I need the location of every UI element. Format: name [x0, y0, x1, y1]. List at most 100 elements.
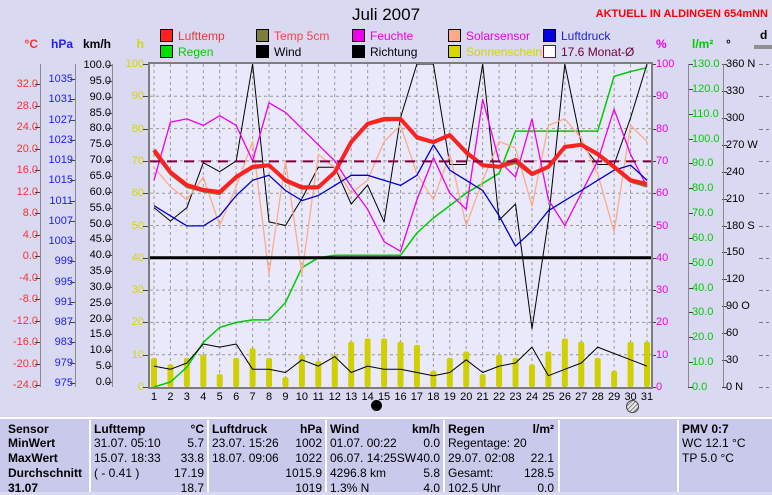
- sunshine-bar: [496, 354, 503, 387]
- tick-label-lm2: 30.0: [692, 306, 714, 319]
- table-row: 31.07: [8, 481, 86, 495]
- tick-mark: [143, 322, 148, 324]
- tick-label-hpa: 1031: [48, 93, 73, 106]
- table-row: 31.07. 05:10 5.7: [94, 436, 204, 450]
- tick-label-temp: -4.0: [19, 271, 38, 284]
- day-label: 24: [525, 391, 539, 403]
- tick-label-dir: 300: [726, 111, 745, 124]
- tick-label-lm2: 50.0: [692, 256, 714, 269]
- tick-label-pct: 100: [656, 58, 675, 70]
- sunshine-bar: [315, 361, 322, 387]
- tick-label-kmh: 65.0: [89, 169, 111, 182]
- legend-item-label: Feuchte: [370, 28, 414, 43]
- tick-mark: [35, 320, 40, 322]
- legend-item-label: Sonnenschein: [466, 44, 543, 59]
- d-axis-tick: [759, 160, 763, 162]
- tick-mark: [651, 128, 656, 130]
- tick-label-kmh: 40.0: [89, 249, 111, 262]
- tick-label-pct: 20: [656, 316, 669, 329]
- tick-mark: [35, 213, 40, 214]
- tick-label-lm2: 0.0: [692, 381, 708, 393]
- tick-mark: [35, 84, 40, 85]
- table-cell-label: 01.07. 00:22: [330, 436, 397, 450]
- tick-mark: [651, 160, 656, 162]
- tick-label-kmh: 80.0: [89, 122, 111, 135]
- tick-label-h: 40: [131, 251, 144, 264]
- table-row: 102.5 Uhr 0.0: [448, 481, 554, 495]
- tick-mark: [722, 171, 727, 173]
- sunshine-bar: [200, 354, 207, 387]
- sunshine-bar: [151, 357, 157, 387]
- tick-label-temp: -24.0: [12, 379, 38, 391]
- legend-swatch-icon: [352, 29, 365, 42]
- d-axis-tick: [766, 225, 769, 227]
- chart-canvas: [150, 64, 651, 387]
- table-cell-label: PMV 0:7: [682, 422, 729, 436]
- day-label: 21: [476, 391, 489, 403]
- axis-unit-pct: %: [656, 37, 667, 51]
- tick-mark: [70, 180, 75, 182]
- tick-mark: [722, 252, 727, 254]
- day-label: 11: [312, 391, 325, 403]
- legend-swatch-icon: [543, 29, 556, 42]
- sunshine-bar: [413, 345, 420, 387]
- table-row: Gesamt: 128.5: [448, 466, 554, 480]
- table-separator: [89, 420, 91, 492]
- d-axis-cap: [754, 45, 772, 49]
- legend-item-label: Richtung: [370, 44, 418, 59]
- table-cell-value: °C: [190, 422, 204, 436]
- tick-label-dir: 0 N: [726, 381, 744, 393]
- table-cell-label: 23.07. 15:26: [212, 436, 279, 450]
- axis-unit-lm2: l/m²: [692, 37, 714, 51]
- day-label: 8: [265, 391, 273, 403]
- tick-label-pct: 10: [656, 348, 669, 361]
- tick-mark: [35, 148, 40, 150]
- tick-label-temp: 20.0: [16, 142, 38, 155]
- legend-swatch-icon: [160, 45, 173, 58]
- sunshine-bar: [430, 370, 437, 387]
- legend-item-label: 17.6 Monat-Ø: [561, 44, 635, 59]
- sunshine-bar: [528, 364, 535, 387]
- tick-mark: [651, 290, 656, 292]
- table-separator: [325, 420, 327, 492]
- table-row: 01.07. 00:22 0.0: [330, 436, 440, 450]
- tick-mark: [722, 64, 727, 65]
- tick-mark: [70, 119, 75, 121]
- tick-label-lm2: 80.0: [692, 182, 714, 195]
- table-row: 1019: [212, 481, 322, 495]
- d-axis-tick: [766, 193, 769, 195]
- tick-label-kmh: 100.0: [83, 59, 111, 71]
- tick-mark: [722, 117, 727, 119]
- tick-label-hpa: 1019: [48, 154, 73, 167]
- table-cell-value: 5.8: [423, 466, 440, 480]
- tick-label-hpa: 1015: [48, 174, 73, 187]
- tick-mark: [70, 362, 75, 364]
- sunshine-bar: [643, 341, 650, 387]
- d-axis-tick: [759, 290, 763, 292]
- tick-mark: [688, 138, 693, 140]
- tick-mark: [70, 281, 75, 283]
- tick-label-h: 10: [131, 348, 144, 361]
- tick-mark: [35, 170, 40, 171]
- sunshine-bar: [578, 341, 585, 387]
- d-axis-tick: [759, 128, 763, 130]
- table-cell-label: 1.3% N: [330, 481, 370, 495]
- tick-mark: [143, 96, 148, 98]
- tick-label-kmh: 20.0: [89, 312, 111, 325]
- table-cell-value: 1022: [295, 451, 322, 465]
- table-row: PMV 0:7: [682, 422, 768, 436]
- tick-mark: [651, 225, 656, 227]
- sunshine-bar: [381, 338, 388, 387]
- tick-label-lm2: 70.0: [692, 207, 714, 220]
- table-row: ( - 0.41 ) 17.19: [94, 466, 204, 480]
- tick-mark: [35, 127, 40, 128]
- tick-label-h: 0: [137, 381, 144, 393]
- legend-item-label: Solarsensor: [466, 28, 531, 43]
- table-row: 29.07. 02:08 22.1: [448, 451, 554, 465]
- tick-label-temp: 32.0: [16, 78, 38, 90]
- tick-label-lm2: 40.0: [692, 281, 714, 294]
- d-axis-tick: [759, 193, 763, 195]
- sunshine-bar: [331, 354, 338, 387]
- tick-label-temp: -16.0: [12, 336, 38, 348]
- sunshine-bar: [611, 370, 618, 387]
